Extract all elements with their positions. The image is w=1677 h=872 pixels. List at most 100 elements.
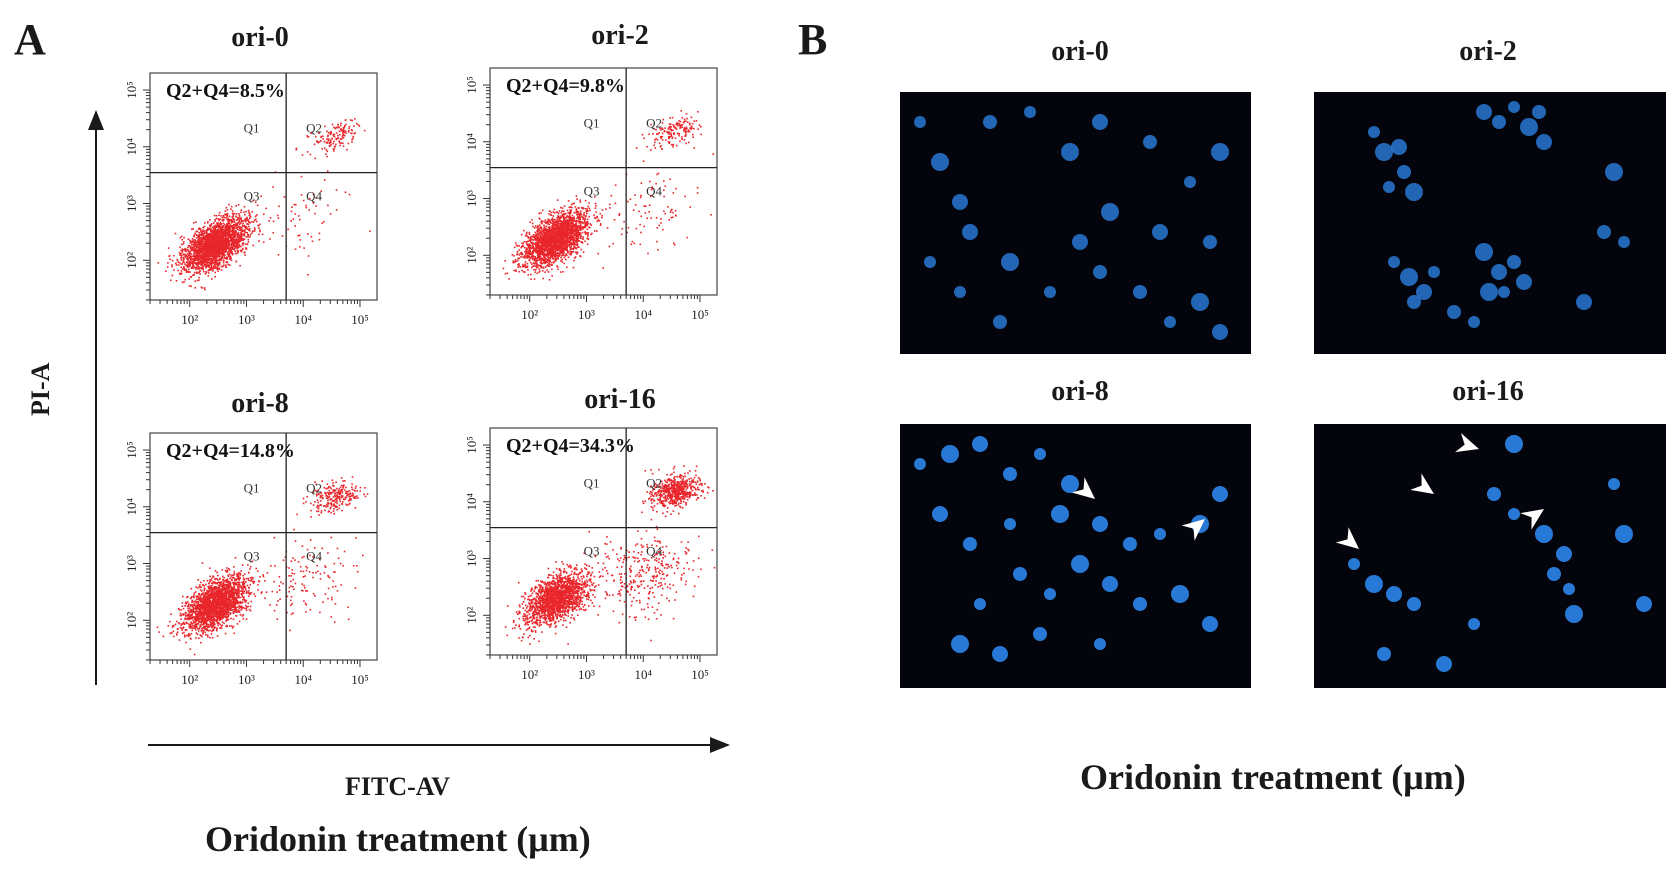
x-tick-label: 10² xyxy=(521,667,538,682)
axis-ticks xyxy=(483,84,701,302)
nucleus xyxy=(1498,286,1510,298)
event-dots xyxy=(504,465,716,645)
nucleus xyxy=(1133,597,1147,611)
nucleus xyxy=(1094,638,1106,650)
nucleus xyxy=(1608,478,1620,490)
event-dots xyxy=(156,476,369,656)
x-tick-label: 10³ xyxy=(578,667,595,682)
nucleus xyxy=(1024,106,1036,118)
nucleus xyxy=(1365,575,1383,593)
nucleus xyxy=(951,635,969,653)
nucleus xyxy=(1152,224,1168,240)
nucleus xyxy=(1505,435,1523,453)
x-tick-label: 10³ xyxy=(238,312,255,327)
nucleus xyxy=(1003,467,1017,481)
nucleus xyxy=(1101,203,1119,221)
nucleus xyxy=(931,153,949,171)
y-tick-label: 10⁵ xyxy=(464,436,479,454)
arrowhead-marker xyxy=(1410,473,1434,494)
nucleus xyxy=(1001,253,1019,271)
panel-b: ori-0 ori-2 ori-8 ori-16 Oridonin treatm… xyxy=(780,0,1677,872)
x-tick-label: 10³ xyxy=(238,672,255,687)
nucleus xyxy=(1563,583,1575,595)
y-tick-label: 10⁵ xyxy=(124,441,139,459)
nucleus xyxy=(1164,316,1176,328)
x-tick-label: 10⁵ xyxy=(691,667,709,682)
nucleus xyxy=(1203,235,1217,249)
panel-b-caption: Oridonin treatment (μm) xyxy=(1080,757,1466,797)
x-tick-label: 10⁵ xyxy=(351,672,369,687)
nucleus xyxy=(1013,567,1027,581)
nucleus xyxy=(932,506,948,522)
quadrant-label: Q4 xyxy=(646,544,662,559)
x-tick-label: 10⁴ xyxy=(294,672,312,687)
nucleus xyxy=(1044,588,1056,600)
y-tick-label: 10³ xyxy=(124,195,139,212)
quadrant-label: Q4 xyxy=(646,184,662,199)
x-tick-label: 10² xyxy=(181,672,198,687)
nucleus xyxy=(1532,105,1546,119)
nucleus xyxy=(1202,616,1218,632)
plot-title-ori-8: ori-8 xyxy=(231,388,289,419)
nucleus xyxy=(1487,487,1501,501)
nucleus xyxy=(1383,181,1395,193)
nucleus xyxy=(1615,525,1633,543)
nucleus xyxy=(1034,448,1046,460)
arrowhead-marker xyxy=(1455,432,1479,453)
y-tick-label: 10⁴ xyxy=(464,493,479,511)
x-tick-label: 10³ xyxy=(578,307,595,322)
x-tick-label: 10⁴ xyxy=(294,312,312,327)
nucleus xyxy=(1044,286,1056,298)
quadrant-label: Q4 xyxy=(306,189,322,204)
micrograph-ori-16 xyxy=(1314,424,1666,688)
flow-plot-ori-16: Q1 Q2 Q3 Q4 Q2+Q4=34.3% 10² 10³ 10⁴ 10⁵ 10² 10³ 10⁴… xyxy=(464,427,718,682)
nucleus xyxy=(1520,118,1538,136)
nucleus xyxy=(1508,101,1520,113)
nucleus xyxy=(972,436,988,452)
nucleus xyxy=(1480,283,1498,301)
nucleus xyxy=(1348,558,1360,570)
nucleus xyxy=(1565,605,1583,623)
nucleus xyxy=(1386,586,1402,602)
quadrant-label: Q2 xyxy=(646,476,662,491)
apoptosis-annotation: Q2+Q4=8.5% xyxy=(166,80,285,102)
arrowhead-marker xyxy=(1181,519,1205,541)
y-tick-label: 10⁴ xyxy=(124,138,139,156)
image-title-ori-0: ori-0 xyxy=(1051,36,1109,67)
axis-arrows xyxy=(88,110,730,753)
plot-title-ori-0: ori-0 xyxy=(231,22,289,53)
y-tick-label: 10⁵ xyxy=(464,76,479,94)
apoptosis-annotation: Q2+Q4=14.8% xyxy=(166,440,295,462)
apoptosis-annotation: Q2+Q4=9.8% xyxy=(506,75,625,97)
nucleus xyxy=(1212,486,1228,502)
nucleus xyxy=(1436,656,1452,672)
nucleus xyxy=(1618,236,1630,248)
nucleus xyxy=(1407,295,1421,309)
panel-b-letter: B xyxy=(798,15,828,64)
nucleus xyxy=(1492,115,1506,129)
x-axis-label: FITC-AV xyxy=(345,772,450,801)
nucleus xyxy=(1051,505,1069,523)
nucleus xyxy=(1133,285,1147,299)
nucleus xyxy=(1211,143,1229,161)
nucleus xyxy=(1212,324,1228,340)
nucleus xyxy=(1508,508,1520,520)
quadrant-label: Q2 xyxy=(306,121,322,136)
quadrant-label: Q1 xyxy=(244,481,260,496)
nucleus xyxy=(1475,243,1493,261)
x-tick-label: 10⁵ xyxy=(351,312,369,327)
flow-plot-ori-8: Q1 Q2 Q3 Q4 Q2+Q4=14.8% 10² 10³ 10⁴ 10⁵ 10² 10³ 10⁴… xyxy=(124,432,378,687)
y-tick-label: 10² xyxy=(464,247,479,264)
nucleus xyxy=(1391,139,1407,155)
arrowhead-marker xyxy=(1071,477,1095,499)
nucleus xyxy=(1597,225,1611,239)
image-title-ori-8: ori-8 xyxy=(1051,376,1109,407)
nucleus xyxy=(1123,537,1137,551)
plot-frame xyxy=(149,432,378,661)
y-tick-label: 10³ xyxy=(124,555,139,572)
quadrant-label: Q1 xyxy=(584,116,600,131)
panel-a-caption: Oridonin treatment (μm) xyxy=(205,819,591,859)
arrowhead-marker xyxy=(1335,527,1359,549)
plot-title-ori-16: ori-16 xyxy=(584,384,656,415)
nucleus xyxy=(963,537,977,551)
